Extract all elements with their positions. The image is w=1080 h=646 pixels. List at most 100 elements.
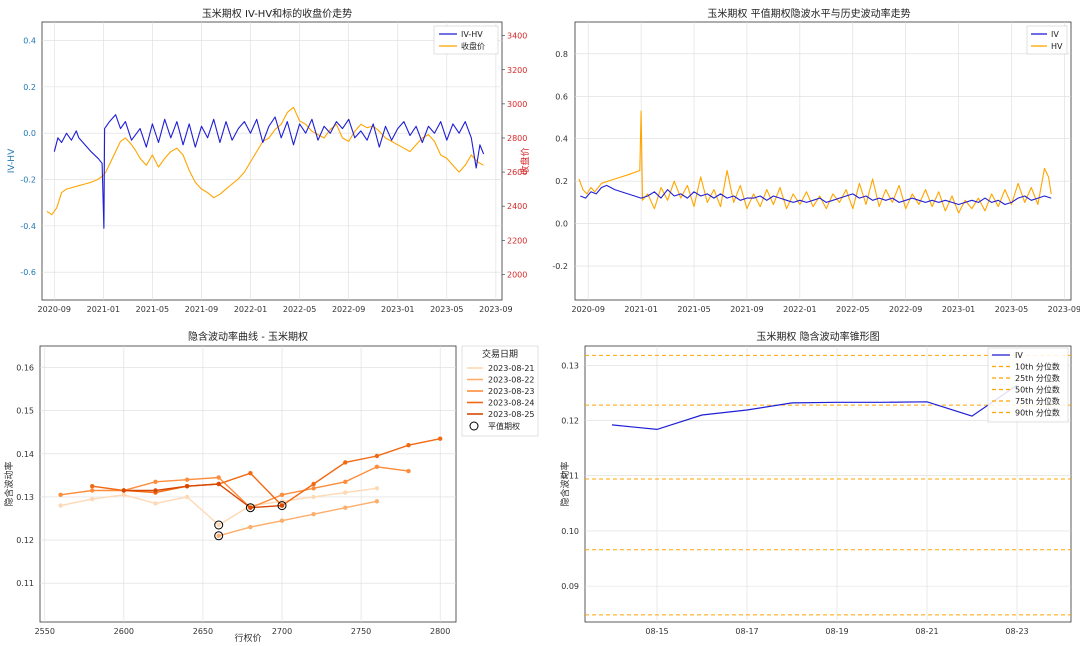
y-tick-label: 0.2 — [555, 177, 568, 186]
x-tick-label: 2021-01 — [87, 305, 120, 314]
plot-area — [39, 345, 457, 623]
data-point — [58, 492, 63, 497]
data-point — [406, 443, 411, 448]
data-point — [374, 486, 380, 491]
data-point — [184, 484, 190, 489]
plot-area — [584, 345, 1072, 623]
x-tick-label: 08-21 — [915, 627, 938, 636]
atm-marker — [277, 501, 287, 511]
y-right-tick-label: 3000 — [507, 100, 527, 109]
x-tick-label: 2022-05 — [836, 305, 869, 314]
data-point — [184, 494, 190, 500]
x-tick-label: 2600 — [114, 627, 134, 636]
x-tick-label: 2022-09 — [332, 305, 365, 314]
x-tick-label: 2021-01 — [624, 305, 657, 314]
data-point — [58, 503, 63, 508]
legend-box — [1026, 25, 1068, 55]
data-point — [216, 475, 221, 480]
chart-title: 隐含波动率曲线 - 玉米期权 — [188, 330, 308, 343]
series-line-2023-08-25 — [123, 483, 283, 509]
y-left-tick-label: -0.2 — [20, 176, 36, 185]
series-line-2023-08-23 — [60, 466, 409, 509]
y-left-tick-label: -0.6 — [20, 268, 36, 277]
series-line-iv — [611, 384, 1018, 431]
atm-markers — [214, 501, 287, 541]
x-tick-label: 2023-05 — [430, 305, 463, 314]
data-point — [184, 477, 190, 482]
y-tick-label: 0.13 — [561, 361, 579, 370]
y-right-axis-label: 收盘价 — [519, 147, 531, 174]
data-point — [311, 494, 316, 500]
data-point — [374, 464, 380, 469]
x-tick-label: 2020-09 — [38, 305, 71, 314]
legend-label-atm: 平值期权 — [488, 421, 520, 431]
legend-label: 90th 分位数 — [1015, 408, 1060, 418]
series-line-2023-08-21 — [60, 487, 377, 526]
data-point — [121, 492, 127, 497]
series-group — [46, 106, 485, 229]
legend-swatch-atm — [469, 421, 479, 431]
y-right-tick-label: 2600 — [507, 168, 527, 177]
y-tick-label: -0.2 — [552, 262, 568, 271]
x-tick-label: 2650 — [193, 627, 213, 636]
x-tick-labels: 08-15 08-17 08-19 08-21 08-23 — [645, 627, 1028, 636]
legend: IV-HV 收盘价 — [433, 25, 499, 55]
x-tick-label: 2022-09 — [889, 305, 922, 314]
data-point — [121, 488, 127, 493]
y-tick-label: 0.8 — [555, 50, 568, 59]
legend-box — [433, 25, 499, 55]
x-tick-label: 2023-09 — [1048, 305, 1080, 314]
y-tick-label: 0.16 — [16, 364, 34, 373]
data-point — [248, 471, 253, 476]
data-point — [90, 488, 95, 493]
legend-label: 50th 分位数 — [1015, 385, 1060, 395]
atm-marker — [245, 503, 255, 513]
y-left-axis-label: IV-HV — [7, 148, 17, 173]
series-line-hv — [578, 110, 1052, 214]
series-line-2023-08-24 — [92, 438, 441, 507]
chart-iv-smile: 隐含波动率曲线 - 玉米期权 2550 2600 2650 2700 2750 2800 … — [3, 330, 539, 644]
y-left-tick-labels: 0.4 0.2 0.0 -0.2 -0.4 -0.6 — [20, 37, 36, 278]
data-point — [311, 512, 316, 517]
y-tick-labels: 0.16 0.15 0.14 0.13 0.12 0.11 — [16, 364, 34, 589]
x-tick-label: 2750 — [351, 627, 371, 636]
grid — [575, 22, 1071, 300]
y-tick-label: 0.10 — [561, 527, 579, 536]
legend-label-iv-hv: IV-HV — [461, 30, 483, 39]
legend-label-iv: IV — [1051, 30, 1059, 39]
series-line-iv — [580, 184, 1052, 206]
y-left-tick-label: 0.0 — [23, 129, 36, 138]
y-tick-label: 0.09 — [561, 582, 579, 591]
x-tick-label: 2021-09 — [185, 305, 218, 314]
x-tick-label: 2020-09 — [572, 305, 605, 314]
y-tick-labels: 0.8 0.6 0.4 0.2 0.0 -0.2 — [552, 50, 568, 271]
y-tick-label: 0.12 — [16, 536, 34, 545]
y-right-tick-label: 2200 — [507, 236, 527, 245]
x-tick-label: 2550 — [35, 627, 55, 636]
legend: IV HV — [1026, 25, 1068, 55]
x-tick-label: 08-19 — [825, 627, 848, 636]
series-group — [58, 436, 443, 538]
y-axis-label: 隐含波动率 — [3, 461, 15, 506]
data-point — [90, 484, 95, 489]
y-right-tick-label: 2400 — [507, 202, 527, 211]
legend-label: 75th 分位数 — [1015, 396, 1060, 406]
y-tick-label: 0.11 — [16, 579, 34, 588]
data-point — [248, 505, 253, 510]
data-point — [153, 501, 158, 506]
legend-label-hv: HV — [1051, 42, 1063, 51]
legend-title: 交易日期 — [482, 348, 518, 360]
legend-label: 2023-08-21 — [488, 364, 535, 373]
data-point — [153, 488, 158, 493]
data-point — [374, 453, 380, 459]
data-point — [311, 481, 316, 487]
y-tick-label: 0.6 — [555, 92, 568, 101]
data-point — [279, 518, 285, 523]
data-point — [216, 481, 221, 487]
x-tick-label: 2023-09 — [479, 305, 512, 314]
y-tick-label: 0.0 — [555, 220, 568, 229]
y-right-tick-label: 3400 — [507, 32, 527, 41]
